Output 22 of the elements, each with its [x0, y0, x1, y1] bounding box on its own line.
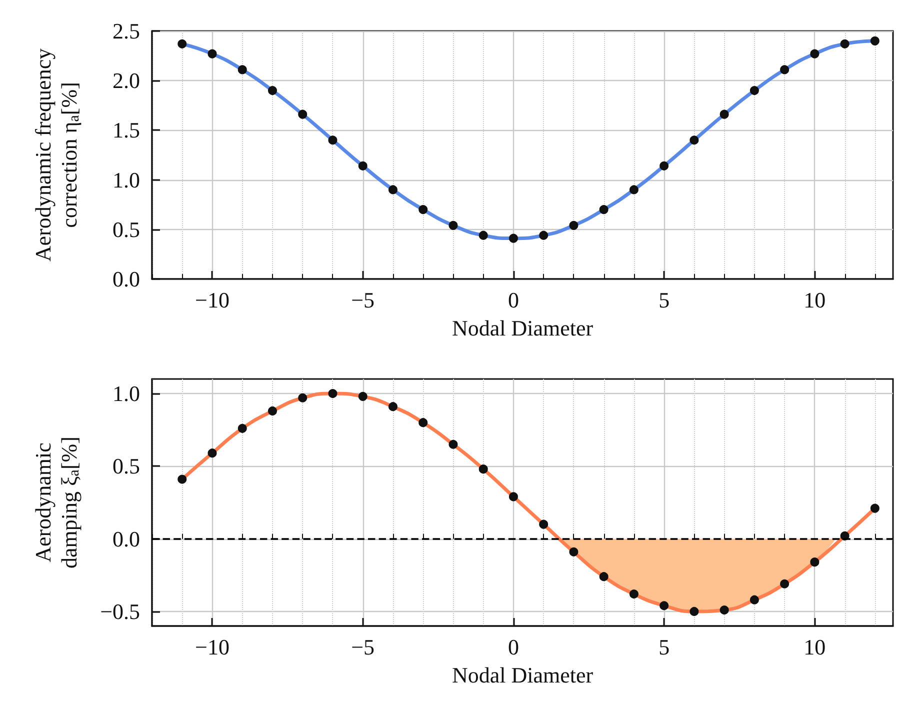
- y-tick-label: 1.0: [112, 167, 140, 192]
- x-tick-label: 0: [508, 288, 519, 312]
- x-tick-label: −5: [351, 634, 375, 660]
- x-tick-label: 10: [804, 288, 826, 312]
- y-tick-label: 1.5: [112, 118, 140, 143]
- y-tick-label: 0.0: [112, 266, 140, 292]
- y-tick-label: 2.5: [112, 18, 140, 44]
- x-tick-label: 10: [804, 634, 826, 660]
- y-tick-label: 1.0: [112, 381, 140, 406]
- y-tick-label: 0.5: [112, 454, 140, 479]
- x-tick-label: 5: [658, 634, 670, 660]
- x-axis-title: Nodal Diameter: [452, 316, 594, 340]
- y-tick-label: 0.0: [112, 526, 140, 552]
- x-tick-label: −10: [195, 634, 230, 660]
- x-tick-label: 5: [658, 288, 670, 312]
- x-tick-label: −5: [351, 288, 375, 312]
- x-tick-label: −10: [195, 288, 230, 312]
- y-tick-label: −0.5: [100, 598, 140, 624]
- y-tick-label: 0.5: [112, 216, 140, 242]
- x-axis-title: Nodal Diameter: [452, 662, 594, 688]
- y-tick-label: 2.0: [112, 68, 140, 94]
- x-tick-label: 0: [508, 634, 519, 660]
